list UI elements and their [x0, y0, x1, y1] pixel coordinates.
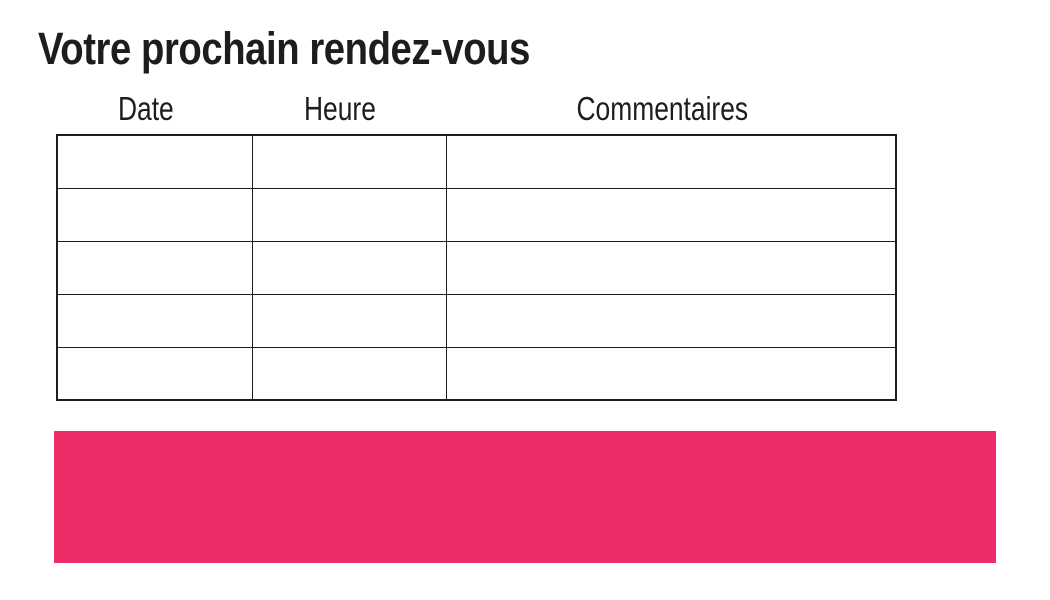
column-header-heure: Heure [243, 92, 437, 125]
table-cell [251, 187, 447, 242]
table-cell [445, 346, 897, 401]
column-header-commentaires-label: Commentaires [576, 90, 748, 127]
column-header-date-label: Date [117, 90, 174, 127]
table-cell [56, 240, 253, 295]
column-header-date: Date [48, 92, 243, 125]
table-row [56, 240, 897, 295]
table-cell [251, 240, 447, 295]
table-cell [56, 187, 253, 242]
table-row [56, 346, 897, 401]
highlight-banner [54, 431, 996, 563]
table-cell [445, 240, 897, 295]
appointments-table [56, 134, 897, 401]
table-cell [56, 346, 253, 401]
table-cell [445, 134, 897, 189]
column-header-commentaires: Commentaires [437, 92, 887, 125]
column-header-heure-label: Heure [304, 90, 376, 127]
table-cell [251, 134, 447, 189]
table-row [56, 187, 897, 242]
table-cell [56, 293, 253, 348]
table-row [56, 293, 897, 348]
table-row [56, 134, 897, 189]
table-cell [56, 134, 253, 189]
appointments-table-body [56, 134, 897, 401]
page-title: Votre prochain rendez-vous [38, 23, 530, 74]
table-cell [251, 346, 447, 401]
table-cell [251, 293, 447, 348]
table-column-headers: Date Heure Commentaires [48, 92, 887, 125]
table-cell [445, 187, 897, 242]
table-cell [445, 293, 897, 348]
